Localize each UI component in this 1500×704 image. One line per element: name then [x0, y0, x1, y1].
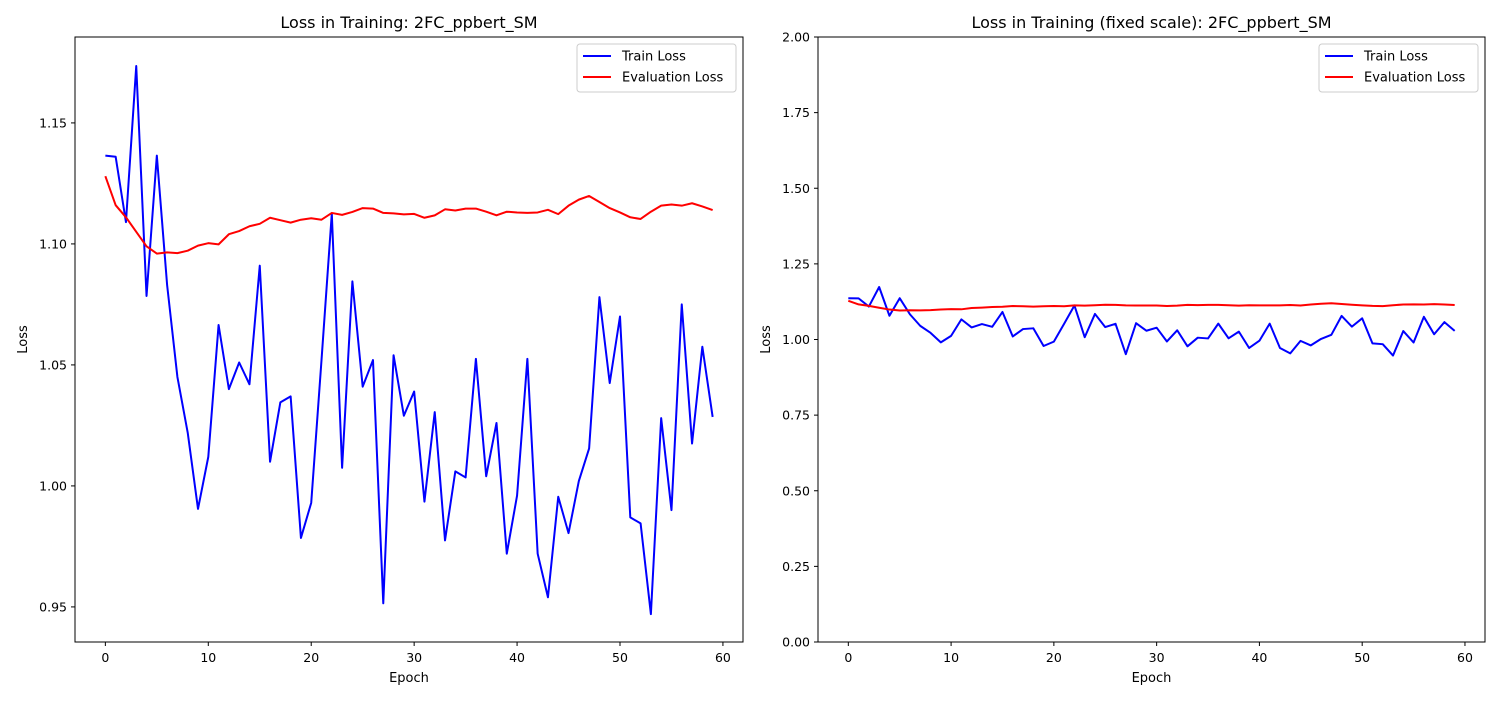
y-tick-label: 1.15 — [39, 115, 67, 130]
x-axis-label: Epoch — [1132, 671, 1172, 686]
legend-evaluation-loss-label: Evaluation Loss — [622, 71, 723, 86]
x-tick-label: 0 — [101, 650, 109, 665]
x-axis-label: Epoch — [389, 671, 429, 686]
y-tick-label: 0.50 — [782, 483, 810, 498]
x-tick-label: 40 — [509, 650, 525, 665]
x-tick-label: 20 — [303, 650, 319, 665]
y-tick-label: 1.25 — [782, 256, 810, 271]
plot-frame — [74, 36, 744, 643]
x-tick-label: 50 — [1354, 650, 1370, 665]
y-tick-label: 1.50 — [782, 181, 810, 196]
y-tick-label: 0.00 — [782, 635, 810, 650]
evaluation-loss-line — [847, 299, 1455, 312]
y-tick-label: 1.10 — [39, 236, 67, 251]
y-tick-label: 0.25 — [782, 559, 810, 574]
y-axis-label: Loss — [16, 325, 31, 354]
y-tick-label: 1.05 — [39, 357, 67, 372]
y-tick-label: 1.00 — [39, 478, 67, 493]
x-tick-label: 40 — [1251, 650, 1267, 665]
x-tick-label: 50 — [612, 650, 628, 665]
x-tick-label: 20 — [1046, 650, 1062, 665]
y-axis-label: Loss — [759, 325, 774, 354]
train-loss-line — [848, 286, 1456, 357]
x-tick-label: 10 — [200, 650, 216, 665]
legend-evaluation-loss-label: Evaluation Loss — [1364, 71, 1465, 86]
legend-box — [576, 43, 737, 93]
y-tick-label: 0.95 — [39, 599, 67, 614]
x-tick-label: 30 — [406, 650, 422, 665]
x-tick-label: 60 — [715, 650, 731, 665]
y-tick-label: 2.00 — [782, 30, 810, 45]
chart-loss-fixed-scale: Loss in Training (fixed scale): 2FC_ppbe… — [759, 13, 1486, 686]
legend-train-loss-label: Train Loss — [1363, 50, 1428, 65]
chart-title: Loss in Training (fixed scale): 2FC_ppbe… — [971, 13, 1331, 33]
evaluation-loss-line — [104, 175, 713, 255]
legend: Train Loss Evaluation Loss — [1318, 43, 1479, 93]
legend-train-loss-label: Train Loss — [621, 50, 686, 65]
legend-box — [1318, 43, 1479, 93]
train-loss-line — [105, 65, 714, 616]
y-tick-label: 0.75 — [782, 408, 810, 423]
y-tick-label: 1.00 — [782, 332, 810, 347]
y-tick-label: 1.75 — [782, 105, 810, 120]
legend: Train Loss Evaluation Loss — [576, 43, 737, 93]
chart-title: Loss in Training: 2FC_ppbert_SM — [280, 13, 537, 33]
x-tick-label: 30 — [1149, 650, 1165, 665]
chart-loss-in-training: Loss in Training: 2FC_ppbert_SM 0 10 20 30 40… — [16, 13, 744, 686]
x-tick-label: 0 — [844, 650, 852, 665]
x-tick-label: 10 — [943, 650, 959, 665]
x-tick-label: 60 — [1457, 650, 1473, 665]
